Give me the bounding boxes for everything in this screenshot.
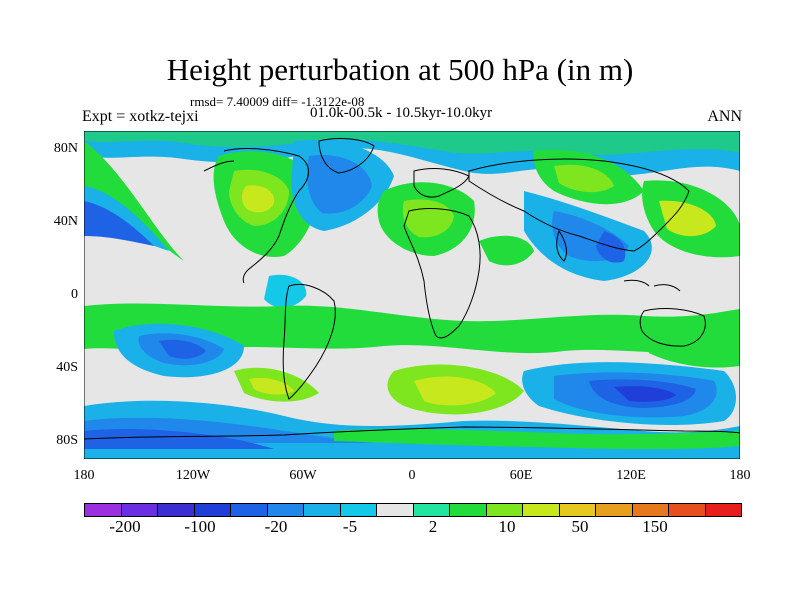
period-label: 01.0k-00.5k - 10.5kyr-10.0kyr — [310, 105, 493, 121]
colorbar-swatch — [632, 504, 669, 516]
season-label: ANN — [707, 108, 742, 125]
colorbar — [84, 503, 742, 517]
y-label-40n: 40N — [53, 214, 78, 229]
colorbar-tick: 50 — [571, 517, 589, 536]
colorbar-swatch — [194, 504, 231, 516]
x-label-0: 0 — [408, 468, 416, 483]
colorbar-swatch — [523, 504, 560, 516]
colorbar-swatch — [158, 504, 195, 516]
colorbar-swatch — [377, 504, 414, 516]
experiment-label: Expt = xotkz-tejxi — [82, 108, 199, 125]
x-label-180w: 180 — [73, 468, 95, 483]
colorbar-swatch — [413, 504, 450, 516]
colorbar-swatch — [450, 504, 487, 516]
contour-map — [84, 131, 740, 459]
colorbar-swatch — [486, 504, 523, 516]
colorbar-swatch — [705, 504, 741, 516]
colorbar-tick: 150 — [642, 517, 668, 536]
colorbar-tick: -5 — [342, 517, 358, 536]
colorbar-swatch — [669, 504, 706, 516]
map-title: Height perturbation at 500 hPa (in m) — [166, 52, 634, 87]
colorbar-tick: -200 — [109, 517, 141, 536]
colorbar-swatch — [121, 504, 158, 516]
colorbar-swatch — [85, 504, 122, 516]
y-label-40s: 40S — [56, 360, 78, 375]
colorbar-tick: 10 — [498, 517, 516, 536]
colorbar-swatch — [340, 504, 377, 516]
y-label-80s: 80S — [56, 433, 78, 448]
colorbar-tick: 2 — [428, 517, 438, 536]
coastline-layer — [84, 138, 740, 440]
colorbar-swatch — [267, 504, 304, 516]
colorbar-tick: -20 — [264, 517, 288, 536]
x-label-120e: 120E — [616, 468, 646, 483]
y-label-eq: 0 — [71, 287, 78, 302]
colorbar-tick: -100 — [184, 517, 216, 536]
x-label-120w: 120W — [175, 468, 211, 483]
x-label-60e: 60E — [509, 468, 533, 483]
contour-fill-layer — [84, 131, 740, 459]
colorbar-swatch — [231, 504, 268, 516]
x-label-180e: 180 — [729, 468, 751, 483]
y-label-80n: 80N — [53, 141, 78, 156]
x-label-60w: 60W — [289, 468, 317, 483]
colorbar-swatch — [559, 504, 596, 516]
colorbar-swatch — [304, 504, 341, 516]
colorbar-swatch — [596, 504, 633, 516]
rmsd-stats: rmsd= 7.40009 diff= -1.3122e-08 — [190, 94, 365, 109]
